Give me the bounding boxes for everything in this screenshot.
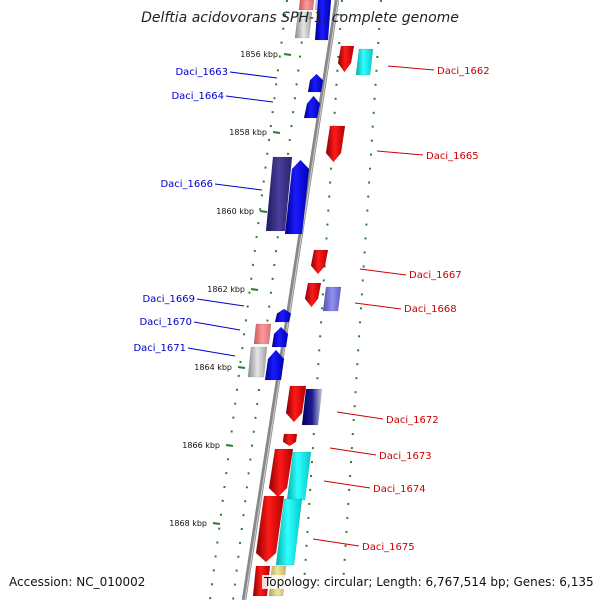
scale-tick-mark (272, 131, 281, 134)
gene-label-daci-1675[interactable]: Daci_1675 (362, 542, 415, 553)
gene-label-daci-1663[interactable]: Daci_1663 (175, 67, 228, 78)
gene-leader-line (329, 447, 377, 456)
gene-glyph[interactable] (325, 125, 346, 163)
outer-dotted-ring-right (341, 0, 382, 600)
gene-leader-line (323, 480, 371, 489)
gene-glyph[interactable] (322, 286, 342, 312)
gene-glyph[interactable] (285, 385, 307, 423)
gene-leader-line (193, 321, 241, 331)
gene-leader-line (229, 71, 278, 79)
gene-glyph[interactable] (255, 495, 285, 563)
gene-label-daci-1669[interactable]: Daci_1669 (142, 294, 195, 305)
gene-label-daci-1673[interactable]: Daci_1673 (379, 451, 432, 462)
gene-glyph[interactable] (284, 159, 310, 235)
genome-title: Delftia acidovorans SPH-1, complete geno… (141, 10, 459, 26)
gene-glyph[interactable] (275, 498, 303, 566)
gene-glyph[interactable] (274, 308, 292, 323)
gene-label-daci-1668[interactable]: Daci_1668 (404, 304, 457, 315)
gene-leader-line (312, 538, 360, 547)
gene-glyph[interactable] (303, 95, 321, 119)
gene-glyph[interactable] (301, 388, 323, 426)
scale-tick-mark (212, 522, 221, 525)
scale-tick-label: 1860 kbp (216, 207, 254, 216)
scale-tick-mark (225, 444, 234, 447)
gene-glyph[interactable] (286, 451, 312, 501)
scale-tick-mark (250, 288, 259, 291)
gene-leader-line (225, 95, 274, 103)
scale-tick-label: 1868 kbp (169, 519, 207, 528)
scale-tick-label: 1856 kbp (240, 50, 278, 59)
gene-glyph[interactable] (253, 323, 272, 345)
gene-glyph[interactable] (307, 73, 324, 93)
gene-label-daci-1666[interactable]: Daci_1666 (160, 179, 213, 190)
gene-glyph[interactable] (264, 349, 285, 381)
gene-label-daci-1664[interactable]: Daci_1664 (171, 91, 224, 102)
scale-tick-label: 1862 kbp (207, 285, 245, 294)
gene-leader-line (376, 150, 424, 156)
gene-glyph[interactable] (355, 48, 374, 76)
gene-glyph[interactable] (247, 346, 268, 378)
gene-leader-line (359, 268, 407, 276)
inner-dotted-ring (209, 0, 288, 600)
gene-leader-line (187, 347, 236, 357)
gene-glyph[interactable] (268, 448, 294, 498)
gene-glyph[interactable] (314, 0, 332, 41)
gene-glyph[interactable] (298, 0, 315, 11)
scale-tick-mark (283, 53, 292, 56)
genome-backbone-highlight (244, 0, 339, 600)
accession-text: Accession: NC_010002 (9, 575, 146, 589)
gene-leader-line (387, 65, 435, 71)
gene-label-daci-1667[interactable]: Daci_1667 (409, 270, 462, 281)
gene-glyph[interactable] (337, 45, 355, 73)
scale-tick-label: 1858 kbp (229, 128, 267, 137)
gene-label-daci-1672[interactable]: Daci_1672 (386, 415, 439, 426)
scale-tick-mark (259, 210, 268, 213)
gene-glyph[interactable] (304, 282, 322, 308)
gene-leader-line (196, 298, 245, 307)
scale-tick-label: 1866 kbp (182, 441, 220, 450)
genome-backbone (241, 0, 340, 600)
gene-leader-line (336, 411, 384, 420)
gene-label-daci-1670[interactable]: Daci_1670 (139, 317, 192, 328)
topology-text: Topology: circular; Length: 6,767,514 bp… (262, 575, 596, 589)
gene-label-daci-1671[interactable]: Daci_1671 (133, 343, 186, 354)
gene-leader-line (354, 302, 402, 310)
gene-leader-line (214, 183, 263, 191)
gene-glyph[interactable] (294, 11, 313, 39)
gene-label-daci-1665[interactable]: Daci_1665 (426, 151, 479, 162)
gene-label-daci-1674[interactable]: Daci_1674 (373, 484, 426, 495)
scale-tick-mark (237, 366, 246, 369)
gene-glyph[interactable] (310, 249, 329, 275)
gene-glyph[interactable] (282, 433, 298, 447)
gene-label-daci-1662[interactable]: Daci_1662 (437, 66, 490, 77)
scale-tick-label: 1864 kbp (194, 363, 232, 372)
gene-glyph[interactable] (271, 326, 289, 348)
gene-glyph[interactable] (265, 156, 293, 232)
